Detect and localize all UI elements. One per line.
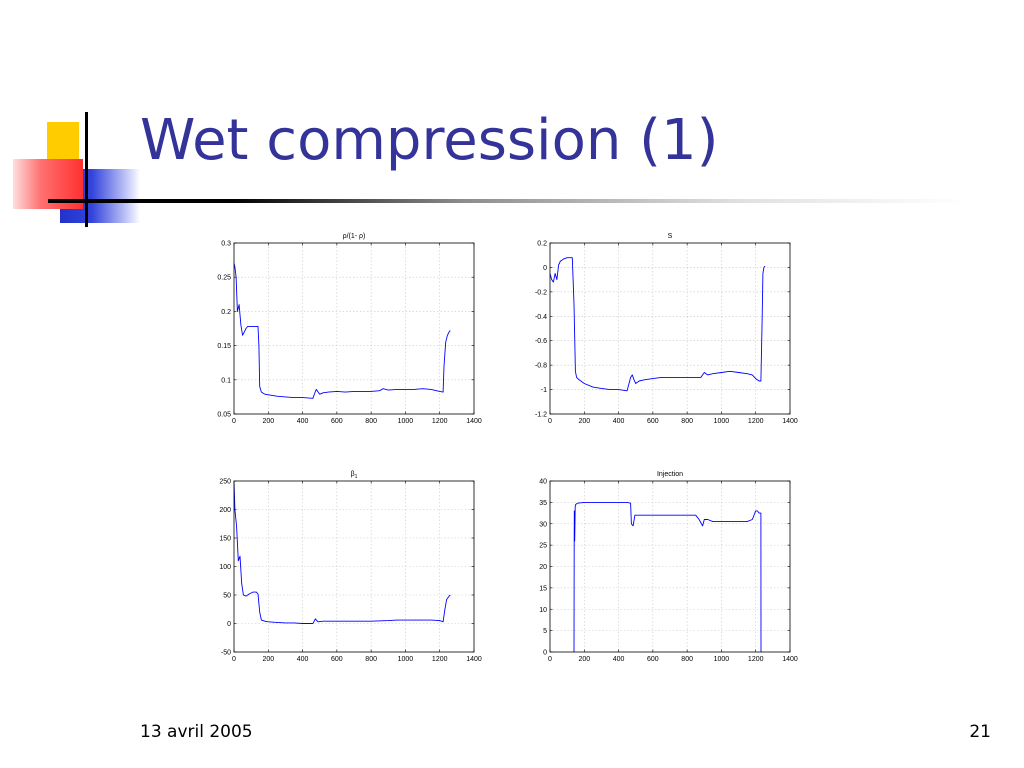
chart-rho-ratio-xtick-label: 0 bbox=[232, 418, 236, 425]
chart-injection-ytick-label: 0 bbox=[543, 650, 547, 657]
chart-rho-ratio-ytick-label: 0.1 bbox=[221, 377, 231, 384]
chart-s-xtick-label: 1400 bbox=[782, 418, 798, 425]
chart-s-ytick-label: -1 bbox=[541, 387, 547, 394]
chart-injection-xtick-label: 0 bbox=[548, 656, 552, 663]
chart-beta1-ytick-label: 200 bbox=[219, 507, 231, 514]
slide-title: Wet compression (1) bbox=[140, 108, 719, 173]
chart-s-series-line bbox=[549, 257, 766, 392]
chart-s-plot-area bbox=[550, 243, 790, 414]
chart-rho-ratio-ytick-label: 0.3 bbox=[221, 241, 231, 248]
chart-rho-ratio-ytick-label: 0.2 bbox=[221, 309, 231, 316]
chart-beta1-ytick-label: 250 bbox=[219, 479, 231, 486]
chart-s: 0 200 400 600 800 1000 1200 1400 -1.2 -1 -0.8 -0.6 -… bbox=[535, 233, 798, 425]
chart-beta1-xtick-label: 1000 bbox=[398, 656, 414, 663]
chart-s-ytick-label: -0.2 bbox=[535, 289, 547, 296]
chart-injection-title: Injection bbox=[657, 471, 683, 478]
chart-rho-ratio-ytick-label: 0.25 bbox=[217, 275, 231, 282]
chart-injection-xtick-label: 1000 bbox=[714, 656, 730, 663]
chart-beta1-ytick-label: 150 bbox=[219, 536, 231, 543]
chart-rho-ratio-xtick-label: 1000 bbox=[398, 418, 414, 425]
chart-rho-ratio-ytick-label: 0.15 bbox=[217, 343, 231, 350]
chart-beta1-ytick-label: 50 bbox=[223, 593, 231, 600]
chart-injection-ytick-label: 40 bbox=[539, 479, 547, 486]
logo-yellow-square bbox=[47, 122, 79, 166]
chart-s-title: S bbox=[668, 233, 673, 240]
chart-rho-ratio-series-line bbox=[233, 263, 451, 399]
chart-beta1-title-subscript: 1 bbox=[355, 474, 358, 480]
chart-injection-xtick-label: 1200 bbox=[748, 656, 764, 663]
chart-rho-ratio-xtick-label: 600 bbox=[331, 418, 343, 425]
chart-rho-ratio-frame bbox=[233, 242, 475, 415]
title-underline bbox=[48, 199, 968, 203]
chart-s-xtick-label: 400 bbox=[613, 418, 625, 425]
chart-injection-series-line bbox=[573, 501, 762, 653]
chart-beta1-xtick-label: 1400 bbox=[466, 656, 482, 663]
chart-s-xtick-label: 0 bbox=[548, 418, 552, 425]
chart-injection-ytick-label: 30 bbox=[539, 521, 547, 528]
chart-s-xtick-label: 1000 bbox=[714, 418, 730, 425]
chart-injection-xtick-label: 600 bbox=[647, 656, 659, 663]
chart-rho-ratio-xtick-label: 1400 bbox=[466, 418, 482, 425]
chart-injection-xtick-label: 1400 bbox=[782, 656, 798, 663]
logo-vertical-bar bbox=[85, 112, 88, 227]
chart-beta1-xtick-label: 800 bbox=[365, 656, 377, 663]
chart-s-xtick-label: 200 bbox=[578, 418, 590, 425]
chart-rho-ratio-title: ρ/(1- ρ) bbox=[343, 233, 366, 240]
chart-injection-ytick-label: 15 bbox=[539, 585, 547, 592]
chart-beta1: 0 200 400 600 800 1000 1200 1400-50050100150200… bbox=[219, 471, 482, 663]
chart-s-ytick-label: -0.8 bbox=[535, 363, 547, 370]
chart-injection-ytick-label: 20 bbox=[539, 564, 547, 571]
chart-injection-ytick-label: 25 bbox=[539, 543, 547, 550]
chart-s-ytick-label: -0.4 bbox=[535, 314, 547, 321]
chart-beta1-xtick-label: 200 bbox=[262, 656, 274, 663]
chart-beta1-title: β1 bbox=[351, 471, 358, 480]
chart-s-ytick-label: -1.2 bbox=[535, 412, 547, 419]
chart-rho-ratio-xtick-label: 800 bbox=[365, 418, 377, 425]
chart-injection: 0 200 400 600 800 1000 1200 1400 0 5 10 15 20 25 30 35 4… bbox=[539, 471, 798, 663]
chart-beta1-xtick-label: 0 bbox=[232, 656, 236, 663]
chart-injection-ytick-label: 35 bbox=[539, 500, 547, 507]
chart-s-xtick-label: 600 bbox=[647, 418, 659, 425]
chart-injection-ytick-label: 5 bbox=[543, 628, 547, 635]
chart-beta1-xtick-label: 1200 bbox=[432, 656, 448, 663]
chart-s-ytick-label: 0 bbox=[543, 265, 547, 272]
footer-date: 13 avril 2005 bbox=[140, 722, 253, 742]
chart-beta1-ytick-label: 100 bbox=[219, 564, 231, 571]
chart-rho-ratio: 0 200 400 600 800 1000 1200 1400 0.05 0.1 0.15 0.2 0… bbox=[217, 233, 482, 425]
chart-beta1-ytick-label: 0 bbox=[227, 621, 231, 628]
chart-injection-xtick-label: 800 bbox=[681, 656, 693, 663]
chart-beta1-ytick-label: -50 bbox=[221, 650, 231, 657]
chart-rho-ratio-plot-area bbox=[234, 243, 474, 414]
chart-injection-xtick-label: 400 bbox=[613, 656, 625, 663]
chart-beta1-title-main: β bbox=[351, 471, 355, 478]
chart-rho-ratio-xtick-label: 200 bbox=[262, 418, 274, 425]
chart-injection-xtick-label: 200 bbox=[578, 656, 590, 663]
page-number: 21 bbox=[969, 722, 991, 742]
chart-beta1-xtick-label: 600 bbox=[331, 656, 343, 663]
chart-s-xtick-label: 800 bbox=[681, 418, 693, 425]
chart-s-ytick-label: 0.2 bbox=[537, 241, 547, 248]
chart-rho-ratio-xtick-label: 1200 bbox=[432, 418, 448, 425]
chart-beta1-series-line bbox=[233, 480, 451, 624]
chart-rho-ratio-xtick-label: 400 bbox=[297, 418, 309, 425]
chart-injection-ytick-label: 10 bbox=[539, 607, 547, 614]
chart-s-xtick-label: 1200 bbox=[748, 418, 764, 425]
chart-s-frame bbox=[549, 242, 791, 415]
chart-rho-ratio-ytick-label: 0.05 bbox=[217, 412, 231, 419]
chart-s-ytick-label: -0.6 bbox=[535, 338, 547, 345]
chart-beta1-xtick-label: 400 bbox=[297, 656, 309, 663]
